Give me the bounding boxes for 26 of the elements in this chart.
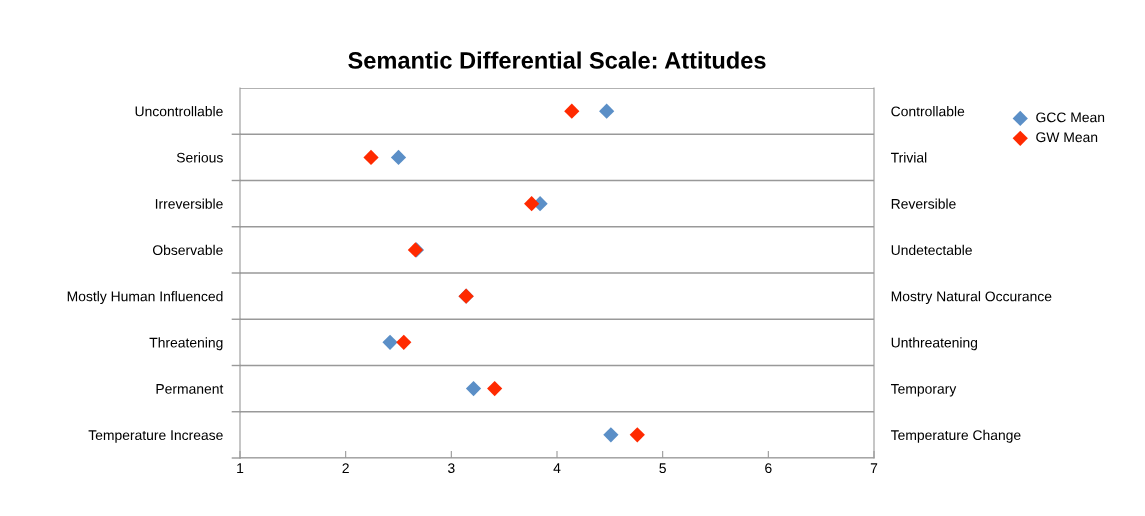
x-tick-label: 5 <box>659 463 666 474</box>
y-tick-label: Serious <box>176 152 223 163</box>
y2-tick-label: Controllable <box>891 106 965 117</box>
y2-tick-label: Unthreatening <box>891 337 978 351</box>
y-tick-label: Temperature Increase <box>88 430 223 443</box>
y-tick-label: Threatening <box>149 337 223 351</box>
x-tick-label: 3 <box>448 463 455 474</box>
y-tick-label: Mostly Human Influenced <box>67 291 223 305</box>
x-tick-label: 2 <box>342 463 349 473</box>
x-tick-label: 1 <box>237 463 244 473</box>
y-tick-label: Permanent <box>156 384 224 394</box>
y-tick-label: Uncontrollable <box>135 106 223 117</box>
y2-tick-label: Temperature Change <box>890 429 1021 443</box>
y-tick-label: Observable <box>152 244 223 256</box>
y2-tick-label: Mostry Natural Occurance <box>891 291 1052 305</box>
x-tick-label: 4 <box>553 463 561 473</box>
legend-label: GCC Mean <box>1036 112 1105 123</box>
y2-tick-label: Trivial <box>890 152 927 163</box>
legend-label: GW Mean <box>1036 132 1098 143</box>
y2-tick-label: Reversible <box>891 198 956 209</box>
x-tick-label: 7 <box>870 463 878 473</box>
x-tick-label: 6 <box>765 463 772 474</box>
chart-title: Semantic Differential Scale: Attitudes <box>348 51 766 69</box>
y-tick-label: Irreversible <box>155 198 223 209</box>
y2-tick-label: Temporary <box>890 384 957 397</box>
y2-tick-label: Undetectable <box>891 244 972 256</box>
